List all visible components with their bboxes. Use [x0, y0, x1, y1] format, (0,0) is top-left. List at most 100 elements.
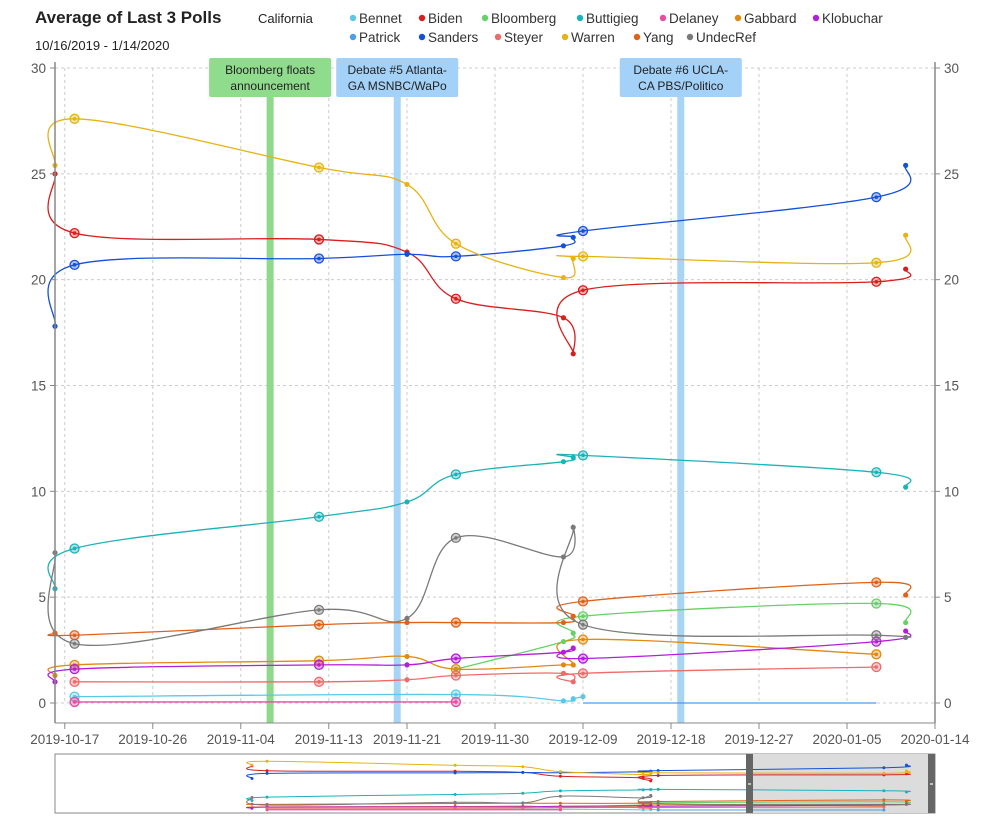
data-point-biden[interactable]: [313, 234, 325, 245]
data-point-steyer[interactable]: [560, 670, 567, 676]
data-point-undecref[interactable]: [404, 615, 410, 621]
data-point-yang[interactable]: [404, 619, 410, 626]
data-point-sanders[interactable]: [450, 251, 462, 262]
data-point-buttigieg[interactable]: [577, 450, 589, 461]
data-point-yang[interactable]: [69, 630, 80, 641]
data-point-sanders[interactable]: [560, 243, 567, 249]
legend-item-sanders[interactable]: Sanders: [418, 30, 479, 45]
data-point-klobuchar[interactable]: [69, 663, 80, 675]
data-point-warren[interactable]: [570, 255, 576, 262]
data-point-steyer[interactable]: [871, 661, 882, 673]
legend-item-bloomberg[interactable]: Bloomberg: [481, 11, 556, 26]
data-point-warren[interactable]: [871, 257, 882, 268]
data-point-biden[interactable]: [871, 276, 882, 287]
data-point-sanders[interactable]: [69, 259, 80, 271]
data-point-undecref[interactable]: [577, 619, 589, 630]
data-point-klobuchar[interactable]: [313, 659, 325, 671]
data-point-klobuchar[interactable]: [450, 653, 462, 664]
legend-item-klobuchar[interactable]: Klobuchar: [812, 11, 883, 26]
data-point-warren[interactable]: [560, 274, 567, 281]
data-point-biden[interactable]: [69, 227, 80, 239]
data-point-bennet[interactable]: [560, 698, 567, 704]
data-point-warren[interactable]: [903, 232, 909, 238]
data-point-buttigieg[interactable]: [903, 484, 909, 490]
data-point-undecref[interactable]: [450, 532, 462, 544]
data-point-warren[interactable]: [577, 251, 589, 262]
data-point-buttigieg[interactable]: [560, 459, 567, 465]
data-point-steyer[interactable]: [577, 668, 589, 679]
data-point-undecref[interactable]: [871, 630, 882, 641]
legend-item-buttigieg[interactable]: Buttigieg: [576, 11, 639, 26]
data-point-warren[interactable]: [404, 181, 410, 188]
data-point-biden[interactable]: [560, 315, 567, 321]
data-point-bennet[interactable]: [580, 694, 586, 700]
data-point-biden[interactable]: [570, 351, 576, 357]
data-point-buttigieg[interactable]: [404, 499, 410, 505]
data-point-bloomberg[interactable]: [577, 611, 589, 622]
data-point-delaney[interactable]: [69, 696, 80, 708]
data-point-bloomberg[interactable]: [903, 619, 909, 626]
data-point-warren[interactable]: [69, 113, 80, 124]
data-point-buttigieg[interactable]: [450, 469, 462, 480]
legend-item-gabbard[interactable]: Gabbard: [734, 11, 797, 26]
legend-item-patrick[interactable]: Patrick: [349, 30, 401, 45]
legend-item-undecref[interactable]: UndecRef: [686, 30, 756, 45]
data-point-sanders[interactable]: [313, 253, 325, 264]
data-point-klobuchar[interactable]: [570, 645, 576, 651]
data-point-biden[interactable]: [577, 285, 589, 296]
data-point-klobuchar[interactable]: [560, 649, 567, 655]
data-point-bennet[interactable]: [570, 696, 576, 702]
data-point-klobuchar[interactable]: [404, 662, 410, 668]
data-point-yang[interactable]: [903, 592, 909, 598]
data-point-yang[interactable]: [450, 617, 462, 628]
data-point-yang[interactable]: [577, 596, 589, 607]
data-point-delaney[interactable]: [450, 696, 462, 708]
data-point-biden[interactable]: [903, 266, 909, 272]
data-point-steyer[interactable]: [69, 676, 80, 687]
data-point-buttigieg[interactable]: [313, 511, 325, 522]
data-point-yang[interactable]: [560, 619, 567, 626]
data-point-undecref[interactable]: [903, 634, 909, 640]
overview-navigator[interactable]: [54, 753, 936, 814]
data-point-undecref[interactable]: [69, 638, 80, 649]
data-point-gabbard[interactable]: [871, 649, 882, 660]
legend-item-delaney[interactable]: Delaney: [659, 11, 719, 26]
data-point-bloomberg[interactable]: [570, 630, 576, 636]
data-point-yang[interactable]: [871, 577, 882, 588]
data-point-gabbard[interactable]: [577, 634, 589, 645]
data-point-yang[interactable]: [313, 619, 325, 630]
legend-item-steyer[interactable]: Steyer: [494, 30, 544, 45]
data-point-steyer[interactable]: [450, 670, 462, 681]
legend-item-biden[interactable]: Biden: [418, 11, 463, 26]
data-point-biden[interactable]: [450, 293, 462, 304]
data-point-gabbard[interactable]: [570, 662, 576, 668]
legend-item-bennet[interactable]: Bennet: [349, 11, 402, 26]
data-point-undecref[interactable]: [560, 554, 567, 560]
data-point-warren[interactable]: [313, 162, 325, 173]
data-point-bennet[interactable]: [450, 689, 462, 700]
data-point-warren[interactable]: [450, 238, 462, 249]
data-point-undecref[interactable]: [570, 524, 576, 530]
data-point-buttigieg[interactable]: [69, 543, 80, 554]
data-point-sanders[interactable]: [903, 162, 909, 168]
overview-selection[interactable]: [752, 754, 929, 813]
data-point-sanders[interactable]: [577, 225, 589, 237]
data-point-sanders[interactable]: [871, 191, 882, 203]
data-point-gabbard[interactable]: [560, 662, 567, 668]
legend-item-yang[interactable]: Yang: [633, 30, 674, 45]
data-point-sanders[interactable]: [404, 251, 410, 257]
data-point-yang[interactable]: [570, 613, 576, 619]
data-point-undecref[interactable]: [313, 604, 325, 616]
data-point-buttigieg[interactable]: [871, 467, 882, 478]
data-point-steyer[interactable]: [404, 677, 410, 683]
data-point-bloomberg[interactable]: [560, 639, 567, 645]
state-selector[interactable]: California: [258, 11, 314, 26]
data-point-steyer[interactable]: [313, 676, 325, 687]
data-point-klobuchar[interactable]: [577, 653, 589, 664]
legend-item-warren[interactable]: Warren: [561, 30, 615, 45]
data-point-buttigieg[interactable]: [570, 454, 576, 461]
data-point-bloomberg[interactable]: [871, 598, 882, 609]
data-point-sanders[interactable]: [570, 234, 576, 240]
data-point-gabbard[interactable]: [404, 653, 410, 660]
data-point-klobuchar[interactable]: [903, 628, 909, 634]
